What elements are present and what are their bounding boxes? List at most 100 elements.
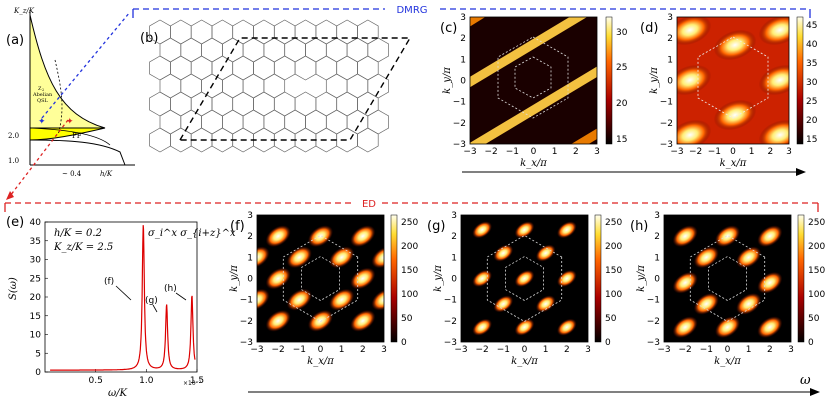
intensity-peak — [257, 288, 270, 311]
panel-h-ytick: −1 — [647, 296, 660, 306]
intensity-peak — [535, 295, 556, 313]
panel-d-xtick: −3 — [670, 147, 683, 157]
intensity-peak — [472, 221, 493, 239]
panel-g-ytick: 0 — [451, 275, 457, 285]
cbar-d-tick-0: 45 — [806, 21, 817, 31]
lattice-hexagon — [232, 19, 254, 45]
intensity-peak — [329, 288, 355, 311]
lattice-hexagon — [242, 109, 265, 135]
intensity-peak — [286, 246, 312, 269]
panel-c-xtick: 1 — [552, 147, 558, 157]
cbar-f-tick: 100 — [401, 290, 418, 300]
panel-f-xtick: −1 — [293, 345, 306, 355]
cbar-c-tick-3: 15 — [616, 135, 627, 145]
panel-g-heatmap: (g) 250 200 150 100 50 0 — [427, 214, 622, 348]
lattice-hexagon — [253, 91, 275, 117]
panel-g-ytick: 1 — [451, 253, 457, 263]
panel-f-xtick: 1 — [339, 345, 345, 355]
lattice-hexagon — [180, 73, 202, 99]
panel-g-ytick: 3 — [451, 211, 457, 221]
panel-h-xtick: 3 — [788, 345, 794, 355]
intensity-peak — [514, 221, 535, 239]
panel-g-xtick: 0 — [522, 345, 528, 355]
panel-g-ylabel: k_y/π — [433, 265, 444, 292]
lattice-hexagon — [190, 55, 213, 81]
spectrum-ytick: 15 — [30, 312, 41, 322]
cbar-g-tick: 150 — [605, 266, 622, 276]
intensity-peak — [672, 225, 698, 248]
lattice-hexagon — [284, 37, 306, 63]
params-line2: K_z/K = 2.5 — [53, 242, 113, 253]
panel-f-ytick: −3 — [240, 338, 253, 348]
panel-g-xtick: −3 — [454, 345, 467, 355]
intensity-peak — [265, 225, 291, 248]
qsl-label-1: Z — [38, 86, 42, 92]
panel-h-xtick: −2 — [679, 345, 692, 355]
cbar-c-tick-2: 20 — [616, 99, 628, 109]
lattice-hexagon — [294, 91, 317, 117]
panel-h-xtick: −3 — [657, 345, 670, 355]
panel-f-ytick: 0 — [247, 275, 253, 285]
panel-c-xtick: −1 — [506, 147, 519, 157]
panel-c-ytick: 0 — [460, 77, 466, 87]
cbar-d-tick-3: 30 — [806, 78, 818, 88]
lattice-hexagon — [201, 109, 223, 135]
panel-d-xtick: 0 — [730, 147, 736, 157]
lattice-hexagon — [232, 91, 254, 117]
intensity-peak — [757, 316, 783, 339]
spectrum-line — [50, 225, 196, 371]
lattice-hexagon — [159, 73, 182, 99]
panel-h-xtick: 2 — [767, 345, 773, 355]
intensity-peak — [493, 295, 514, 313]
lattice-hexagon — [325, 37, 348, 63]
panel-h-ylabel: k_y/π — [636, 265, 647, 292]
intensity-peak — [307, 225, 334, 248]
intensity-peak — [556, 221, 577, 239]
intensity-peak — [556, 318, 577, 336]
intensity-peak — [672, 271, 698, 294]
panel-h-ytick: 1 — [654, 253, 660, 263]
cbar-h-tick: 50 — [808, 314, 820, 324]
panel-c-heatmap: (c) 30 25 20 15 — [440, 16, 628, 145]
intensity-peak — [371, 288, 384, 311]
panel-c-xtick: 2 — [573, 147, 579, 157]
intensity-peak — [535, 244, 556, 262]
phase-ytick-bottom: 1.0 — [8, 157, 19, 165]
intensity-peak — [350, 309, 376, 332]
cbar-g-tick: 100 — [605, 290, 622, 300]
cbar-d-tick-1: 40 — [806, 40, 818, 50]
panel-d-ylabel: k_y/π — [649, 67, 660, 94]
intensity-peak — [757, 271, 783, 294]
lattice-hexagon — [242, 37, 265, 63]
panel-b-label: (b) — [140, 31, 158, 46]
cbar-f-tick: 250 — [401, 218, 418, 228]
panel-h-xtick: 1 — [746, 345, 752, 355]
cbar-g-tick: 50 — [605, 314, 617, 324]
ed-label: ED — [362, 199, 376, 210]
lattice-hexagon — [336, 127, 358, 153]
spectrum-ylabel: S(ω) — [8, 277, 19, 300]
panel-c-ytick: 2 — [460, 34, 466, 44]
panel-f-xtick: −2 — [272, 345, 285, 355]
cbar-h-tick: 0 — [808, 338, 814, 348]
spectrum-ytick: 10 — [30, 331, 42, 341]
spectrum-ytick: 35 — [30, 237, 41, 247]
panel-c-xtick: −2 — [485, 147, 498, 157]
svg-text:✦: ✦ — [66, 117, 74, 127]
lattice-hexagon — [346, 37, 369, 63]
intensity-peak — [736, 246, 762, 269]
panel-h-ytick: −2 — [647, 317, 660, 327]
intensity-peak — [472, 318, 493, 336]
lattice-hexagon — [357, 127, 379, 153]
cbar-h-tick: 250 — [808, 218, 825, 228]
panel-c-label: (c) — [440, 21, 457, 36]
intensity-peak — [307, 309, 334, 332]
panel-g-xtick: 2 — [564, 345, 570, 355]
spectrum-ytick: 20 — [30, 293, 42, 303]
lattice-hexagon — [367, 37, 389, 63]
panel-f-xlabel: k_x/π — [307, 356, 334, 367]
intensity-peak — [371, 246, 384, 269]
lattice-hexagon — [201, 37, 223, 63]
cbar-c-tick-1: 25 — [616, 63, 627, 73]
